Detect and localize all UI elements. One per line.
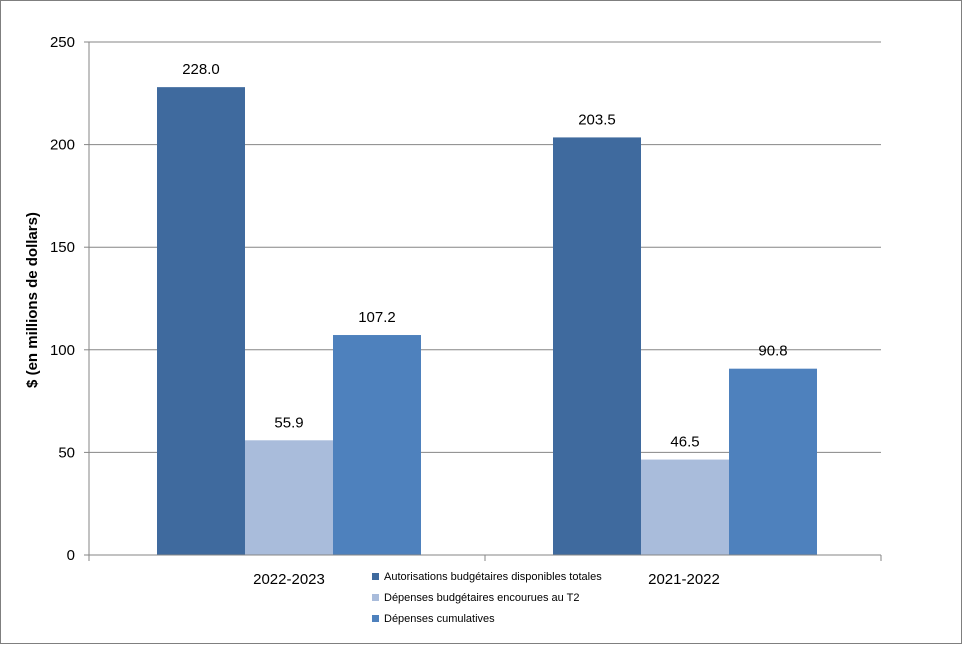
legend-swatch <box>372 594 379 601</box>
y-tick-label: 250 <box>50 34 75 51</box>
y-tick-label: 50 <box>58 444 75 461</box>
bar <box>729 368 817 555</box>
axes <box>84 41 882 561</box>
data-label: 228.0 <box>182 61 220 78</box>
category-label: 2021-2022 <box>648 571 720 588</box>
legend-label: Dépenses cumulatives <box>384 613 495 625</box>
y-tick-label: 200 <box>50 137 75 154</box>
bar <box>553 137 641 555</box>
y-tick-label: 150 <box>50 239 75 256</box>
bar <box>245 440 333 555</box>
legend-swatch <box>372 615 379 622</box>
legend: Autorisations budgétaires disponibles to… <box>372 571 602 625</box>
data-label: 203.5 <box>578 111 616 128</box>
category-label: 2022-2023 <box>253 571 325 588</box>
legend-label: Dépenses budgétaires encourues au T2 <box>384 592 580 604</box>
data-label: 55.9 <box>274 414 303 431</box>
data-label: 107.2 <box>358 309 396 326</box>
legend-swatch <box>372 573 379 580</box>
bars <box>157 87 817 556</box>
data-label: 46.5 <box>670 434 699 451</box>
y-tick-label: 0 <box>67 547 75 564</box>
y-axis-title: $ (en millions de dollars) <box>24 212 41 388</box>
bar <box>641 459 729 555</box>
bar <box>333 335 421 555</box>
data-label: 90.8 <box>758 343 787 360</box>
legend-label: Autorisations budgétaires disponibles to… <box>384 571 602 583</box>
bar <box>157 87 245 556</box>
labels: 0 50 100 150 200 250 228.0 55.9 107.2 203.5 46.5 90… <box>50 34 788 588</box>
y-tick-label: 100 <box>50 342 75 359</box>
